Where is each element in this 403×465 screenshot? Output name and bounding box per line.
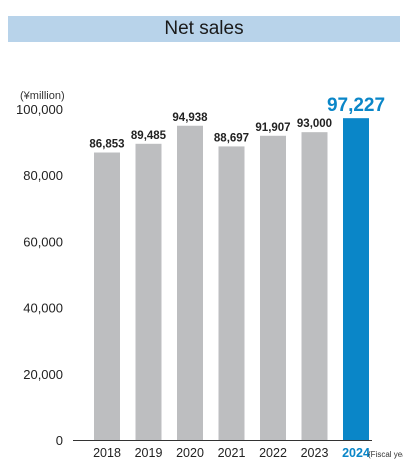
x-tick-label: 2022: [259, 446, 287, 460]
y-tick-label: 100,000: [16, 102, 63, 117]
bar: [177, 125, 203, 440]
bar-value-label: 88,697: [214, 132, 249, 144]
x-tick-label: 2019: [135, 446, 163, 460]
bar: [135, 143, 162, 440]
bar: [260, 135, 286, 440]
y-tick-label: 80,000: [23, 168, 63, 183]
bar: [218, 146, 245, 440]
y-tick-label: 20,000: [23, 367, 63, 382]
y-unit-label: (¥million): [20, 90, 65, 102]
chart-title: Net sales: [8, 16, 400, 42]
bar-value-label: 94,938: [172, 112, 208, 124]
y-tick-label: 60,000: [23, 234, 63, 249]
bar-value-label: 91,907: [255, 122, 290, 134]
y-tick-label: 0: [56, 433, 63, 448]
bar-value-label: 97,227: [327, 95, 385, 116]
x-tick-label: 2020: [176, 446, 204, 460]
x-tick-label: 2023: [301, 446, 329, 460]
bar-value-label: 86,853: [89, 139, 124, 151]
x-tick-label: 2018: [93, 446, 121, 460]
x-tick-label: 2024: [342, 446, 370, 460]
y-tick-label: 40,000: [23, 301, 63, 316]
bar: [94, 152, 120, 440]
bar: [301, 132, 328, 441]
x-tick-label: 2021: [218, 446, 246, 460]
x-unit-label: (Fiscal year): [368, 450, 403, 459]
bar-value-label: 93,000: [297, 118, 332, 130]
bar: [343, 118, 369, 441]
bar-value-label: 89,485: [131, 130, 167, 142]
